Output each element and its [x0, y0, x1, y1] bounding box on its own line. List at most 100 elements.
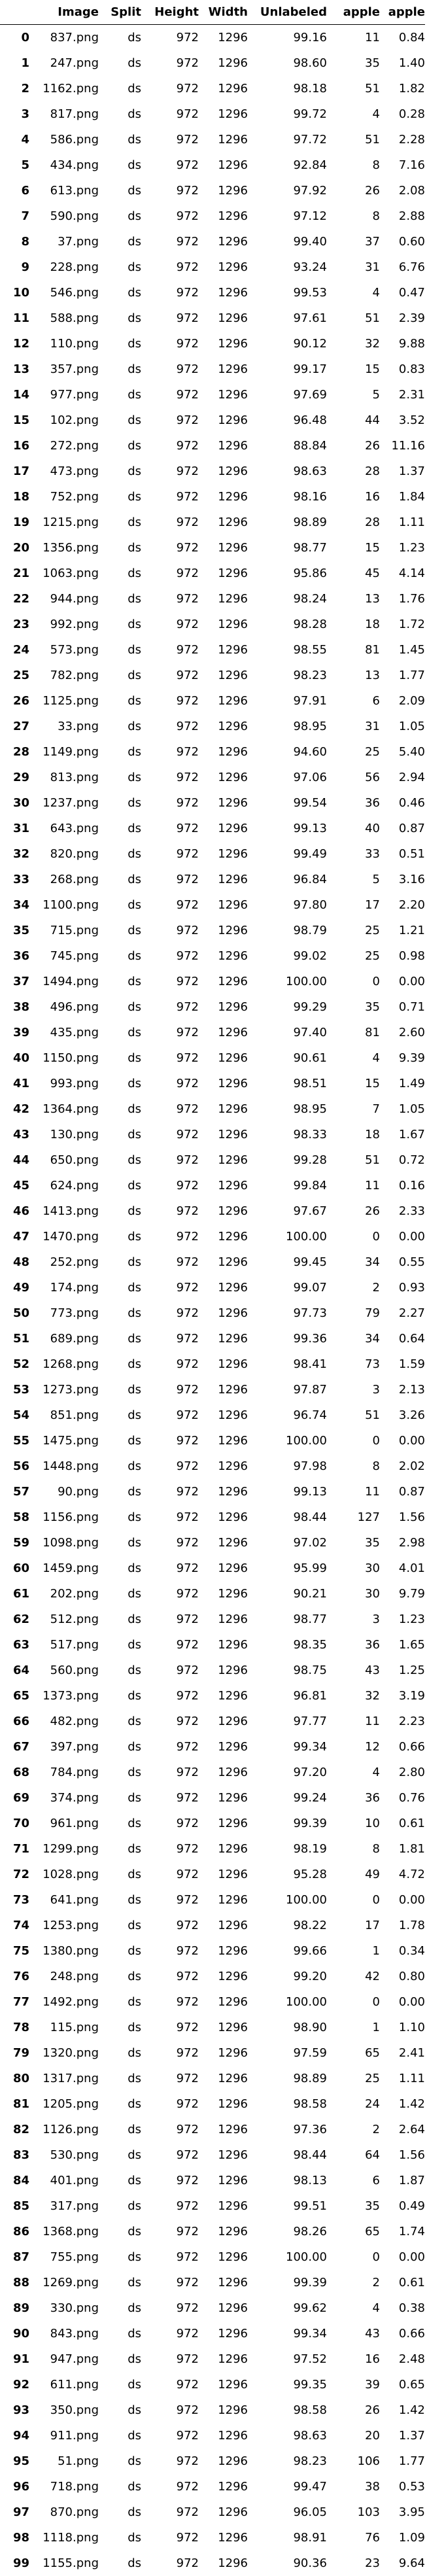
- cell-width: 1296: [199, 790, 248, 816]
- cell-apple-percent: 0.00: [380, 1224, 425, 1249]
- cell-height: 972: [141, 152, 199, 178]
- cell-apple-count: 0: [327, 1989, 380, 2015]
- cell-apple-percent: 0.00: [380, 1989, 425, 2015]
- cell-image: 611.png: [29, 2372, 99, 2397]
- cell-width: 1296: [199, 1147, 248, 1173]
- row-index: 8: [0, 229, 29, 254]
- row-index: 32: [0, 841, 29, 867]
- cell-unlabeled: 99.20: [248, 1964, 327, 1989]
- cell-height: 972: [141, 2015, 199, 2040]
- cell-split: ds: [99, 2015, 141, 2040]
- cell-height: 972: [141, 1862, 199, 1887]
- cell-image: 1063.png: [29, 561, 99, 586]
- cell-height: 972: [141, 510, 199, 535]
- row-index: 89: [0, 2295, 29, 2321]
- row-index: 3: [0, 101, 29, 127]
- row-index: 27: [0, 714, 29, 739]
- cell-split: ds: [99, 1224, 141, 1249]
- row-index: 52: [0, 1351, 29, 1377]
- cell-width: 1296: [199, 2397, 248, 2423]
- cell-apple-count: 7: [327, 1096, 380, 1122]
- cell-width: 1296: [199, 2091, 248, 2117]
- cell-image: 1317.png: [29, 2066, 99, 2091]
- cell-height: 972: [141, 2550, 199, 2576]
- cell-width: 1296: [199, 1071, 248, 1096]
- cell-split: ds: [99, 2321, 141, 2346]
- cell-unlabeled: 97.72: [248, 127, 327, 152]
- cell-split: ds: [99, 612, 141, 637]
- cell-width: 1296: [199, 1020, 248, 1045]
- cell-width: 1296: [199, 1453, 248, 1479]
- cell-height: 972: [141, 1300, 199, 1326]
- cell-apple-count: 127: [327, 1505, 380, 1530]
- cell-apple-percent: 7.16: [380, 152, 425, 178]
- cell-apple-count: 2: [327, 1275, 380, 1300]
- cell-apple-percent: 0.00: [380, 1428, 425, 1453]
- cell-apple-percent: 1.09: [380, 2525, 425, 2550]
- cell-split: ds: [99, 2525, 141, 2550]
- cell-apple-percent: 0.98: [380, 943, 425, 969]
- cell-width: 1296: [199, 357, 248, 382]
- cell-unlabeled: 98.58: [248, 2091, 327, 2117]
- row-index: 91: [0, 2346, 29, 2372]
- cell-width: 1296: [199, 331, 248, 357]
- row-index: 59: [0, 1530, 29, 1556]
- cell-apple-percent: 2.13: [380, 1377, 425, 1402]
- row-index: 33: [0, 867, 29, 892]
- cell-apple-count: 18: [327, 612, 380, 637]
- row-index: 50: [0, 1300, 29, 1326]
- cell-unlabeled: 100.00: [248, 1887, 327, 1913]
- cell-split: ds: [99, 637, 141, 663]
- cell-width: 1296: [199, 229, 248, 254]
- cell-width: 1296: [199, 688, 248, 714]
- cell-apple-percent: 1.05: [380, 714, 425, 739]
- cell-unlabeled: 99.34: [248, 2321, 327, 2346]
- cell-unlabeled: 97.52: [248, 2346, 327, 2372]
- cell-apple-percent: 1.56: [380, 1505, 425, 1530]
- cell-apple-count: 37: [327, 229, 380, 254]
- row-index: 10: [0, 280, 29, 305]
- row-index: 68: [0, 1760, 29, 1785]
- cell-apple-percent: 0.49: [380, 2193, 425, 2219]
- cell-unlabeled: 95.99: [248, 1556, 327, 1581]
- cell-apple-count: 31: [327, 714, 380, 739]
- cell-width: 1296: [199, 127, 248, 152]
- cell-height: 972: [141, 2372, 199, 2397]
- cell-apple-count: 20: [327, 2423, 380, 2448]
- row-index: 14: [0, 382, 29, 408]
- cell-apple-percent: 1.11: [380, 2066, 425, 2091]
- cell-height: 972: [141, 994, 199, 1020]
- cell-width: 1296: [199, 2193, 248, 2219]
- row-index: 46: [0, 1198, 29, 1224]
- row-index: 37: [0, 969, 29, 994]
- cell-height: 972: [141, 1964, 199, 1989]
- cell-split: ds: [99, 918, 141, 943]
- cell-image: 643.png: [29, 816, 99, 841]
- cell-apple-percent: 0.53: [380, 2474, 425, 2499]
- cell-width: 1296: [199, 1530, 248, 1556]
- cell-width: 1296: [199, 1938, 248, 1964]
- cell-apple-count: 25: [327, 918, 380, 943]
- cell-unlabeled: 96.74: [248, 1402, 327, 1428]
- row-index: 83: [0, 2142, 29, 2168]
- cell-split: ds: [99, 1351, 141, 1377]
- cell-image: 37.png: [29, 229, 99, 254]
- cell-apple-count: 24: [327, 2091, 380, 2117]
- cell-apple-percent: 1.84: [380, 484, 425, 510]
- cell-split: ds: [99, 561, 141, 586]
